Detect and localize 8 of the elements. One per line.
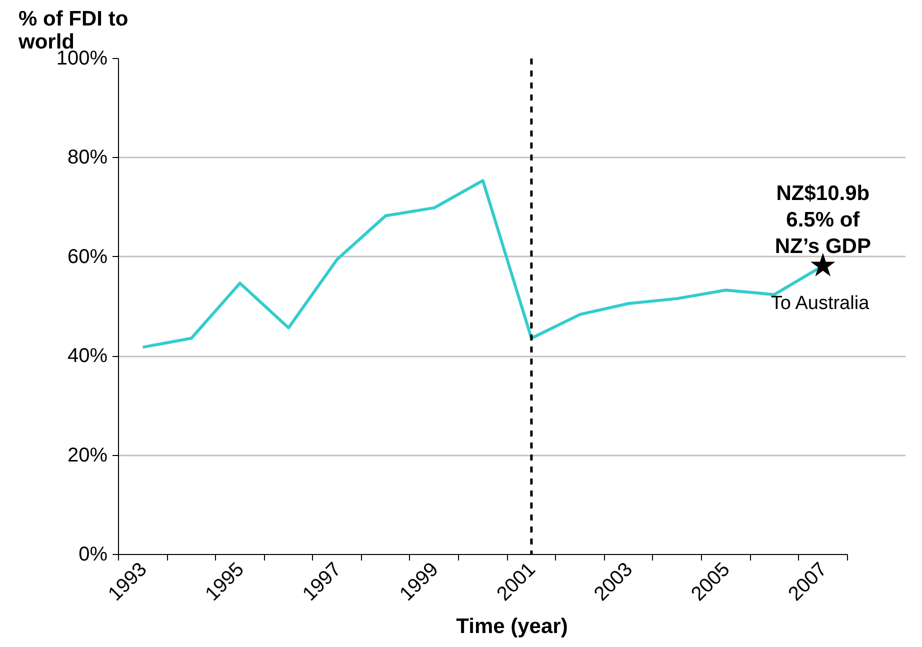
y-tick-label: 40% <box>67 345 108 368</box>
y-tick-label: 20% <box>67 444 108 466</box>
y-tick-label: 0% <box>78 544 108 566</box>
y-tick-label: 60% <box>67 246 108 268</box>
series-label: To Australia <box>770 292 870 314</box>
annotation: NZ$10.9b 6.5% of NZ’s GDP <box>774 182 871 258</box>
x-axis-title: Time (year) <box>456 614 568 638</box>
y-tick-label: 80% <box>67 146 108 169</box>
